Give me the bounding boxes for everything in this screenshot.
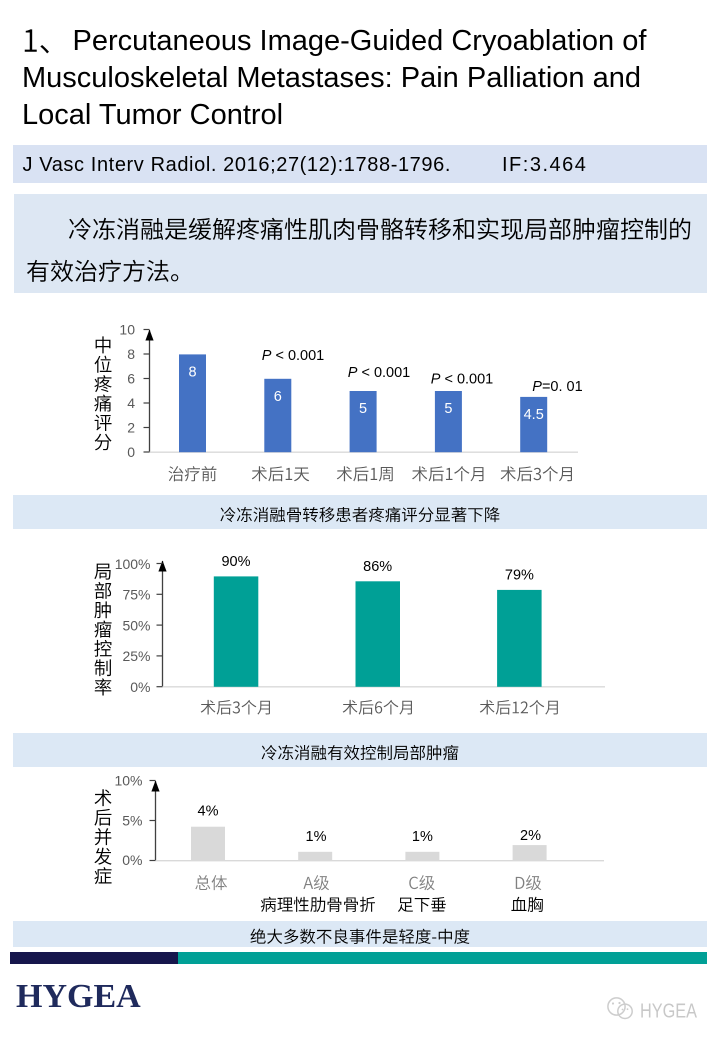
svg-text:0%: 0% — [130, 679, 150, 695]
svg-text:P < 0.001: P < 0.001 — [262, 348, 324, 364]
svg-text:2: 2 — [127, 419, 135, 435]
svg-text:6: 6 — [127, 370, 135, 386]
svg-text:25%: 25% — [122, 648, 150, 664]
svg-text:10%: 10% — [114, 773, 142, 789]
svg-text:2%: 2% — [520, 828, 541, 844]
svg-text:1%: 1% — [306, 829, 327, 845]
svg-text:5: 5 — [359, 401, 367, 417]
svg-text:86%: 86% — [363, 559, 392, 575]
svg-text:100%: 100% — [115, 556, 151, 572]
svg-text:HYGEA: HYGEA — [640, 1001, 698, 1023]
svg-text:P < 0.001: P < 0.001 — [348, 365, 410, 381]
svg-text:0%: 0% — [122, 852, 142, 868]
svg-text:4%: 4% — [198, 804, 219, 820]
svg-text:75%: 75% — [122, 587, 150, 603]
svg-text:90%: 90% — [221, 554, 250, 570]
svg-text:4.5: 4.5 — [524, 407, 544, 423]
svg-text:5: 5 — [444, 401, 452, 417]
svg-text:1%: 1% — [412, 829, 433, 845]
svg-text:79%: 79% — [505, 568, 534, 584]
svg-text:0: 0 — [127, 444, 135, 460]
svg-text:10: 10 — [119, 321, 135, 337]
svg-text:5%: 5% — [122, 813, 142, 829]
svg-text:P < 0.001: P < 0.001 — [431, 372, 493, 388]
svg-text:8: 8 — [188, 364, 196, 380]
svg-text:6: 6 — [274, 389, 282, 405]
svg-text:4: 4 — [127, 395, 135, 411]
svg-text:P=0. 01: P=0. 01 — [532, 379, 582, 395]
svg-text:8: 8 — [127, 346, 135, 362]
svg-text:50%: 50% — [122, 617, 150, 633]
